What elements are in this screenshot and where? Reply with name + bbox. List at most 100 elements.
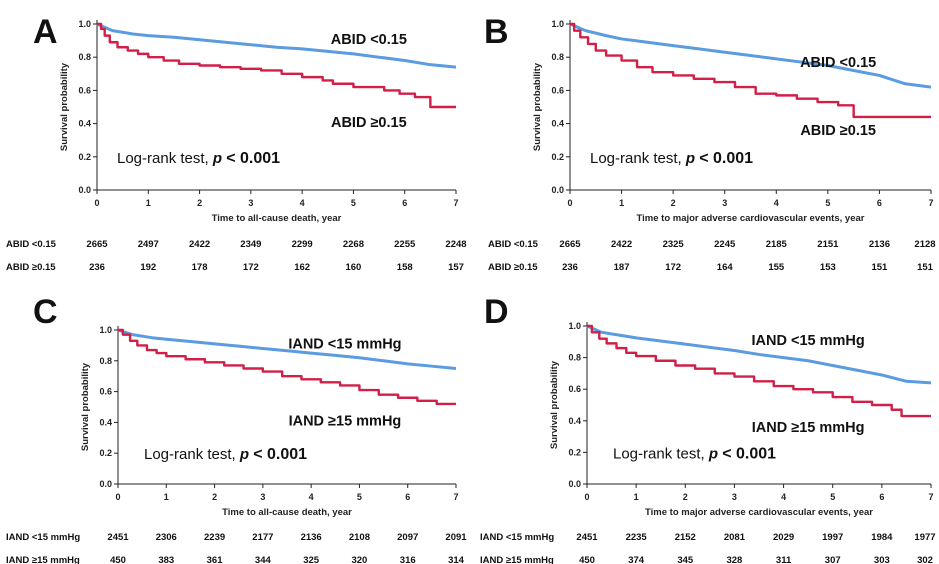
survival-curve-low-group [96,22,457,69]
curve-label-low-group: IAND <15 mmHg [752,333,865,349]
y-tick-label: 0.0 [99,479,112,489]
y-tick-label: 0.6 [78,85,91,95]
risk-table-value: 2422 [189,239,210,250]
x-tick-label: 3 [248,198,253,208]
risk-table-value: 2097 [397,532,418,543]
x-tick-label: 4 [781,492,786,502]
x-tick-label: 0 [115,492,120,502]
y-tick-label: 0.0 [551,185,564,195]
risk-table-value: 164 [717,262,734,273]
km-panel-c: C 0 1 2 3 4 5 6 7 0.0 0.2 0.4 0.6 0.8 1.0 Time to all-c… [0,282,470,564]
risk-table-value: 361 [207,555,224,564]
x-tick-label: 0 [584,492,589,502]
y-tick-label: 0.6 [99,387,112,397]
curve-label-high-group: ABID ≥0.15 [800,123,876,139]
risk-table-value: 320 [351,555,367,564]
x-tick-label: 1 [619,198,624,208]
x-tick-label: 7 [453,198,458,208]
x-axis-title: Time to major adverse cardiovascular eve… [637,213,865,224]
x-tick-label: 3 [722,198,727,208]
x-tick-label: 2 [197,198,202,208]
y-tick-label: 0.4 [78,119,91,129]
km-chart-svg: A 0 1 2 3 4 5 6 7 0.0 0.2 0.4 0.6 0.8 1.0 Time to all-c… [6,13,467,273]
x-tick-label: 7 [928,492,933,502]
curve-label-high-group: IAND ≥15 mmHg [752,420,865,436]
risk-table-value: 2091 [445,532,467,543]
y-axis-title: Survival probability [59,62,70,151]
x-tick-label: 6 [879,492,884,502]
risk-table-value: 316 [400,555,416,564]
risk-table-row-label: ABID <0.15 [6,239,57,250]
risk-table-value: 2248 [445,239,466,250]
log-rank-annotation: Log-rank test, p < 0.001 [590,150,753,167]
risk-table-value: 172 [665,262,681,273]
y-tick-label: 1.0 [78,19,91,29]
y-tick-label: 0.6 [568,384,581,394]
x-tick-label: 3 [732,492,737,502]
risk-table-value: 1997 [822,532,843,543]
x-tick-label: 1 [634,492,639,502]
risk-table-value: 2185 [766,239,788,250]
x-tick-label: 3 [260,492,265,502]
risk-table-value: 314 [448,555,465,564]
risk-table-row-label: IAND <15 mmHg [6,532,80,543]
risk-table-value: 187 [614,262,630,273]
y-tick-label: 1.0 [568,321,581,331]
x-tick-label: 5 [830,492,835,502]
risk-table-value: 1977 [914,532,935,543]
y-tick-label: 0.2 [78,152,91,162]
survival-curve-low-group [569,22,932,89]
survival-curve-high-group [570,22,931,119]
risk-table-value: 155 [768,262,785,273]
risk-table-value: 153 [820,262,836,273]
risk-table-value: 345 [677,555,694,564]
x-axis-title: Time to major adverse cardiovascular eve… [645,507,873,518]
y-tick-label: 0.6 [551,85,564,95]
risk-table-value: 307 [825,555,841,564]
y-tick-label: 0.2 [551,152,564,162]
y-axis-title: Survival probability [549,360,560,449]
risk-table-value: 1984 [871,532,893,543]
panel-letter: A [33,13,58,51]
risk-table-row-label: IAND <15 mmHg [480,532,554,543]
curve-label-high-group: IAND ≥15 mmHg [289,413,402,429]
risk-table-value: 2268 [343,239,364,250]
x-tick-label: 4 [774,198,779,208]
x-tick-label: 1 [164,492,169,502]
risk-table-value: 2081 [724,532,746,543]
risk-table-value: 2245 [714,239,736,250]
risk-table-row-label: ABID ≥0.15 [488,262,538,273]
y-axis-title: Survival probability [80,362,91,451]
curve-label-low-group: IAND <15 mmHg [288,336,401,352]
x-tick-label: 5 [357,492,362,502]
risk-table-value: 311 [776,555,792,564]
risk-table-value: 2151 [817,239,839,250]
survival-curve-high-group [587,324,931,418]
risk-table-value: 450 [579,555,595,564]
curve-label-low-group: ABID <0.15 [800,55,876,71]
risk-table-value: 450 [110,555,126,564]
x-tick-label: 7 [928,198,933,208]
risk-table-value: 303 [874,555,890,564]
risk-table-value: 157 [448,262,464,273]
risk-table-row-label: IAND ≥15 mmHg [480,555,554,564]
y-tick-label: 1.0 [99,325,112,335]
risk-table-value: 2152 [675,532,696,543]
risk-table-value: 2299 [292,239,313,250]
x-axis-title: Time to all-cause death, year [212,213,342,224]
risk-table-value: 236 [89,262,105,273]
x-tick-label: 5 [351,198,356,208]
y-tick-label: 0.8 [78,52,91,62]
risk-table-row-label: ABID ≥0.15 [6,262,56,273]
x-tick-label: 5 [825,198,830,208]
panel-letter: C [33,293,58,331]
survival-curve-high-group [118,328,456,406]
survival-curve-low-group [586,324,932,385]
y-tick-label: 1.0 [551,19,564,29]
y-tick-label: 0.4 [568,416,581,426]
risk-table-value: 151 [917,262,934,273]
risk-table-value: 2497 [138,239,159,250]
km-panel-d: D 0 1 2 3 4 5 6 7 0.0 0.2 0.4 0.6 0.8 1.0 Time to major… [470,282,939,564]
y-tick-label: 0.4 [99,417,112,427]
